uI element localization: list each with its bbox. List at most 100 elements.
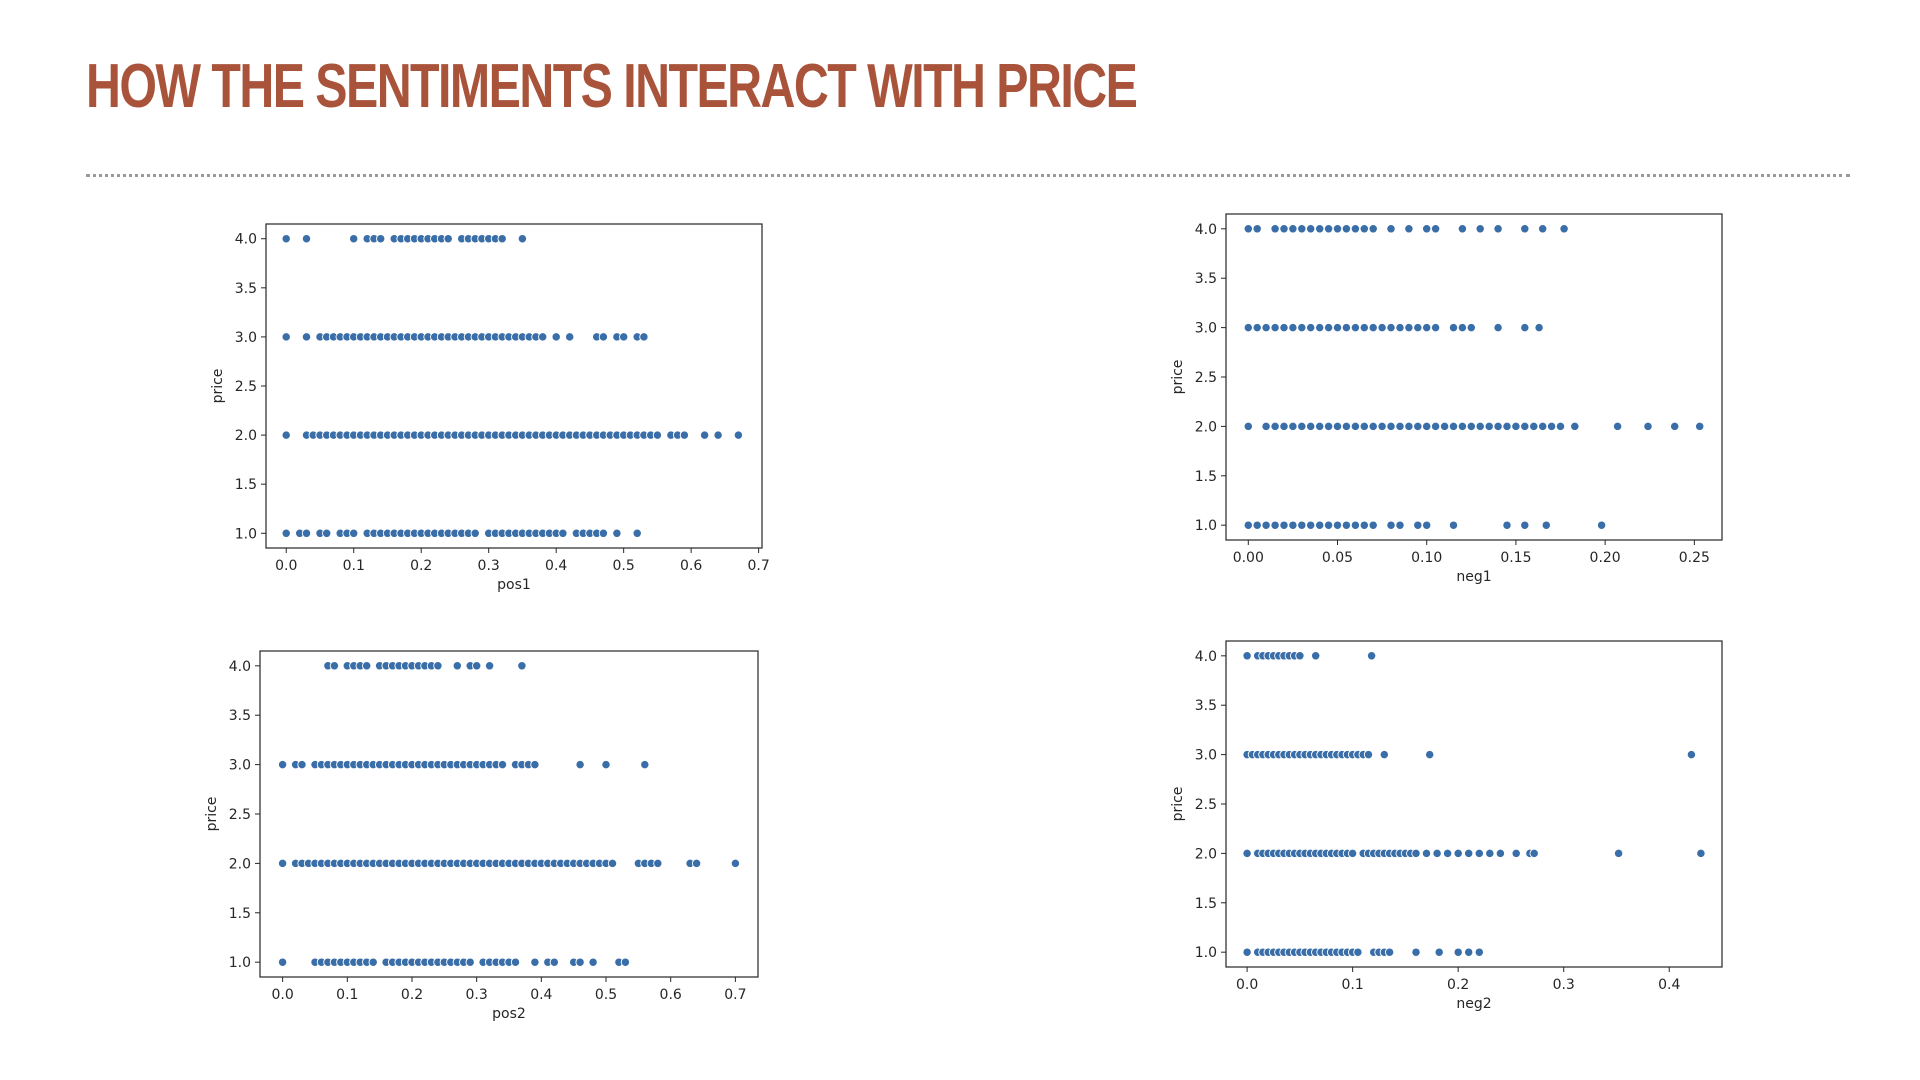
data-point [1696, 848, 1706, 859]
data-point [1520, 322, 1530, 333]
data-point [1502, 520, 1512, 530]
data-point [1541, 520, 1551, 530]
data-point [1350, 520, 1361, 530]
data-point [1386, 520, 1396, 530]
data-point [1350, 322, 1361, 333]
data-point [1306, 224, 1316, 234]
data-point [1297, 322, 1307, 333]
y-tick-label: 4.0 [1195, 649, 1217, 665]
data-point [1439, 421, 1450, 432]
y-tick-label: 1.5 [1195, 896, 1217, 912]
data-point [1350, 224, 1361, 234]
scatter-pos1-vs-price: 0.0 0.1 0.2 0.3 0.4 0.5 0.6 0.7 1.0 1.5 2.0 2.5 3.0 3… [200, 215, 780, 605]
data-point [1430, 224, 1441, 234]
data-point [465, 957, 475, 967]
data-point [1243, 421, 1253, 432]
data-point [452, 661, 462, 671]
y-tick-label: 3.5 [1195, 698, 1217, 714]
data-point [1434, 947, 1444, 957]
y-tick-label: 2.0 [235, 428, 257, 444]
data-point [1686, 749, 1697, 760]
data-point [653, 858, 663, 869]
x-axis-label: pos2 [492, 1006, 526, 1022]
title-divider [86, 174, 1850, 177]
data-point [1570, 421, 1580, 432]
x-tick-label: 0.1 [1342, 977, 1364, 993]
data-point [607, 858, 618, 869]
data-point [281, 332, 291, 342]
x-tick-label: 0.7 [724, 987, 746, 1003]
data-point [433, 661, 443, 671]
data-point [1464, 947, 1474, 957]
x-tick-label: 0.3 [478, 558, 500, 574]
data-point [1529, 848, 1539, 859]
data-point [549, 957, 559, 967]
data-point [1448, 520, 1459, 530]
data-point [1502, 421, 1512, 432]
x-tick-label: 0.6 [660, 987, 682, 1003]
data-point [1243, 224, 1253, 234]
data-point [601, 759, 611, 770]
data-point [301, 332, 312, 342]
data-point [1466, 421, 1476, 432]
data-point [1315, 224, 1325, 234]
data-point [1359, 224, 1369, 234]
data-point [1359, 322, 1369, 333]
data-point [297, 759, 307, 770]
y-tick-label: 2.5 [229, 807, 251, 823]
data-point [1270, 224, 1280, 234]
data-point [1279, 421, 1289, 432]
data-point [1368, 322, 1378, 333]
x-tick-label: 0.6 [680, 558, 702, 574]
data-point [730, 858, 741, 869]
data-point [1484, 421, 1494, 432]
data-point [1323, 520, 1334, 530]
y-tick-label: 1.0 [1195, 945, 1217, 961]
data-point [1495, 848, 1506, 859]
data-point [1520, 421, 1530, 432]
data-point [1261, 421, 1271, 432]
data-point [1413, 322, 1423, 333]
data-point [362, 661, 372, 671]
data-point [443, 234, 453, 244]
x-axis-label: neg2 [1456, 996, 1491, 1012]
data-point [1359, 520, 1369, 530]
data-point [1448, 421, 1459, 432]
data-point [1270, 322, 1280, 333]
points [281, 234, 744, 538]
y-tick-label: 1.0 [235, 526, 257, 542]
data-point [1279, 520, 1289, 530]
data-point [277, 957, 288, 967]
data-point [1252, 322, 1262, 333]
data-point [620, 957, 631, 967]
y-tick-label: 2.0 [1195, 419, 1217, 435]
data-point [497, 759, 508, 770]
data-point [575, 759, 585, 770]
data-point [1421, 848, 1432, 859]
data-point [558, 528, 568, 538]
data-point [1474, 848, 1484, 859]
data-point [588, 957, 598, 967]
data-point [1359, 421, 1369, 432]
y-tick-label: 3.5 [235, 281, 257, 297]
points [277, 661, 741, 967]
data-point [598, 332, 609, 342]
x-tick-label: 0.1 [343, 558, 365, 574]
data-point [1297, 224, 1307, 234]
y-tick-label: 2.5 [1195, 370, 1217, 386]
data-point [1413, 520, 1423, 530]
data-point [565, 332, 575, 342]
data-point [1363, 749, 1374, 760]
data-point [1466, 322, 1476, 333]
data-point [1422, 421, 1432, 432]
y-axis-label: price [204, 797, 220, 832]
y-tick-label: 3.0 [1195, 321, 1217, 337]
data-point [1350, 421, 1361, 432]
data-point [1529, 421, 1539, 432]
x-tick-label: 0.5 [613, 558, 635, 574]
data-point [1315, 421, 1325, 432]
x-tick-label: 0.5 [595, 987, 617, 1003]
data-point [1422, 322, 1432, 333]
data-point [1411, 848, 1421, 859]
data-point [1366, 651, 1377, 661]
